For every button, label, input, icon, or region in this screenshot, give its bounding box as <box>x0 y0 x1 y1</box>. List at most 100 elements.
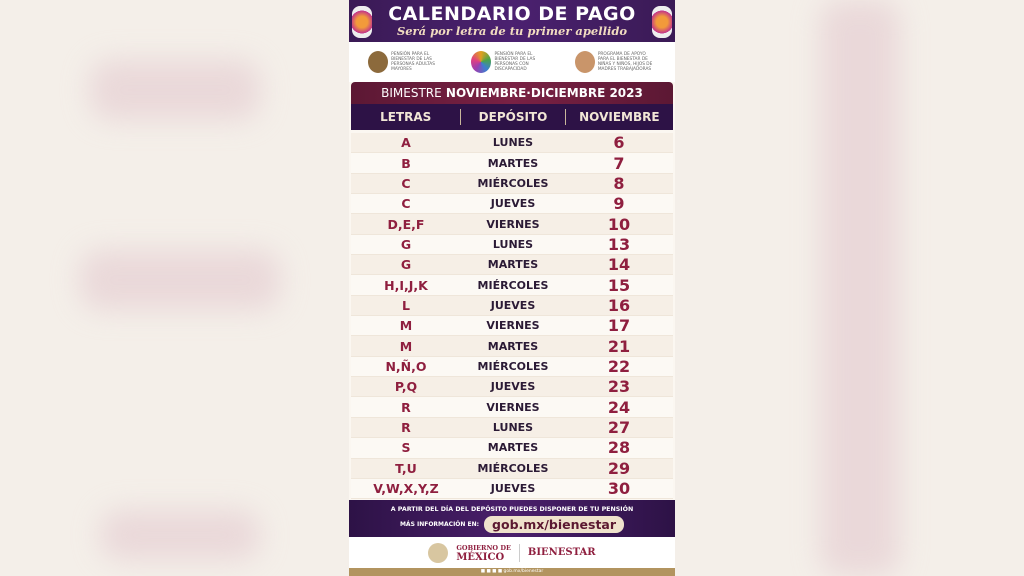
day-cell: 16 <box>607 295 631 315</box>
weekday-cell: MIÉRCOLES <box>477 278 549 292</box>
table-row: S MARTES 28 <box>351 438 673 459</box>
table-row: P,Q JUEVES 23 <box>351 377 673 398</box>
day-cell: 23 <box>607 377 631 397</box>
period-prefix: BIMESTRE <box>381 86 442 100</box>
disability-circle-icon <box>471 51 492 73</box>
more-info-link[interactable]: gob.mx/bienestar <box>484 516 625 533</box>
table-row: L JUEVES 16 <box>351 295 673 317</box>
poster-subtitle: Será por letra de tu primer apellido <box>396 24 628 38</box>
weekday-cell: MARTES <box>487 156 539 170</box>
divider <box>518 543 520 562</box>
day-cell: 27 <box>607 417 631 437</box>
background-blur <box>100 510 260 560</box>
program-adultos-mayores: PENSIÓN PARA EL BIENESTAR DE LAS PERSONA… <box>368 51 449 73</box>
table-row: D,E,F VIERNES 10 <box>351 214 673 235</box>
column-header-noviembre: NOVIEMBRE <box>579 110 660 124</box>
table-row: R VIERNES 24 <box>351 397 673 418</box>
day-cell: 9 <box>613 194 625 214</box>
letters-cell: N,Ñ,O <box>385 358 427 374</box>
weekday-cell: VIERNES <box>486 400 540 414</box>
weekday-cell: JUEVES <box>490 482 536 496</box>
weekday-cell: JUEVES <box>490 380 536 394</box>
letters-cell: G <box>400 236 412 252</box>
period-banner: BIMESTRE NOVIEMBRE·DICIEMBRE 2023 <box>351 82 673 104</box>
day-cell: 14 <box>607 255 631 275</box>
program-label: PENSIÓN PARA EL BIENESTAR DE LAS PERSONA… <box>391 51 435 73</box>
weekday-cell: MIÉRCOLES <box>477 461 549 475</box>
social-bar: ■ ■ ■ ■ gob.mx/bienestar <box>349 568 675 576</box>
day-cell: 13 <box>607 234 631 254</box>
poster-header: CALENDARIO DE PAGO Será por letra de tu … <box>349 0 675 42</box>
weekday-cell: MARTES <box>487 258 539 272</box>
table-row: H,I,J,K MIÉRCOLES 15 <box>351 275 673 296</box>
table-header: LETRAS DEPÓSITO NOVIEMBRE <box>351 104 673 130</box>
weekday-cell: MARTES <box>487 339 539 353</box>
poster-title: CALENDARIO DE PAGO <box>388 3 636 25</box>
social-icons: ■ ■ ■ ■ <box>480 569 504 574</box>
table-row: T,U MIÉRCOLES 29 <box>351 458 673 479</box>
day-cell: 28 <box>607 438 631 458</box>
weekday-cell: LUNES <box>492 136 534 150</box>
day-cell: 21 <box>607 336 631 356</box>
program-discapacidad: PENSIÓN PARA EL BIENESTAR DE LAS PERSONA… <box>471 51 552 73</box>
gov-line2: MÉXICO <box>456 551 505 563</box>
background-blur <box>80 250 280 310</box>
weekday-cell: JUEVES <box>490 298 536 312</box>
letters-cell: C <box>401 175 411 191</box>
letters-cell: R <box>401 399 411 415</box>
day-cell: 24 <box>607 397 631 417</box>
letters-cell: H,I,J,K <box>384 277 428 293</box>
letters-cell: B <box>401 155 411 171</box>
table-row: G LUNES 13 <box>351 234 673 256</box>
table-row: C JUEVES 9 <box>351 194 673 215</box>
weekday-cell: JUEVES <box>490 197 536 211</box>
day-cell: 10 <box>607 214 631 234</box>
background-blur <box>90 60 260 120</box>
day-cell: 30 <box>607 479 631 499</box>
letters-cell: A <box>401 135 411 151</box>
table-row: A LUNES 6 <box>351 133 673 154</box>
letters-cell: D,E,F <box>387 216 425 232</box>
letters-cell: S <box>401 440 411 456</box>
agency-name: BIENESTAR <box>527 547 596 558</box>
gov-line1: GOBIERNO DE <box>456 543 511 552</box>
weekday-cell: VIERNES <box>486 217 540 231</box>
column-header-deposito: DEPÓSITO <box>478 110 548 124</box>
day-cell: 15 <box>607 275 631 295</box>
letters-cell: M <box>399 318 413 334</box>
divider <box>564 109 566 125</box>
deposit-notice: A PARTIR DEL DÍA DEL DEPÓSITO PUEDES DIS… <box>390 506 634 513</box>
skull-decoration-icon <box>652 6 672 38</box>
period-months: NOVIEMBRE·DICIEMBRE 2023 <box>445 86 643 100</box>
elderly-couple-icon <box>368 51 389 73</box>
letters-cell: R <box>401 419 411 435</box>
day-cell: 22 <box>607 356 631 376</box>
table-row: M VIERNES 17 <box>351 316 673 337</box>
table-row: V,W,X,Y,Z JUEVES 30 <box>351 478 673 500</box>
weekday-cell: LUNES <box>492 237 534 251</box>
program-label: PROGRAMA DE APOYO PARA EL BIENESTAR DE N… <box>597 51 653 73</box>
table-row: C MIÉRCOLES 8 <box>351 173 673 195</box>
weekday-cell: MIÉRCOLES <box>477 359 549 373</box>
program-logos: PENSIÓN PARA EL BIENESTAR DE LAS PERSONA… <box>349 42 675 82</box>
column-header-letras: LETRAS <box>380 110 432 124</box>
day-cell: 7 <box>613 153 625 173</box>
day-cell: 8 <box>613 173 625 193</box>
table-row: G MARTES 14 <box>351 255 673 276</box>
day-cell: 29 <box>607 458 631 478</box>
letters-cell: L <box>402 297 410 313</box>
skull-decoration-icon <box>352 6 372 38</box>
table-row: B MARTES 7 <box>351 153 673 174</box>
social-url: gob.mx/bienestar <box>503 569 544 574</box>
payment-calendar-poster: CALENDARIO DE PAGO Será por letra de tu … <box>349 0 675 576</box>
letters-cell: C <box>401 196 411 212</box>
government-branding: GOBIERNO DE MÉXICO BIENESTAR <box>349 537 675 568</box>
program-madres-trabajadoras: PROGRAMA DE APOYO PARA EL BIENESTAR DE N… <box>574 51 656 73</box>
weekday-cell: LUNES <box>492 420 534 434</box>
schedule-table: A LUNES 6 B MARTES 7 C MIÉRCOLES 8 C JUEVES 9 D,E,F V… <box>351 133 673 500</box>
divider <box>460 109 462 125</box>
letters-cell: P,Q <box>394 379 418 395</box>
more-info-label: MÁS INFORMACIÓN EN: <box>399 521 480 528</box>
weekday-cell: VIERNES <box>486 319 540 333</box>
table-row: M MARTES 21 <box>351 336 673 357</box>
